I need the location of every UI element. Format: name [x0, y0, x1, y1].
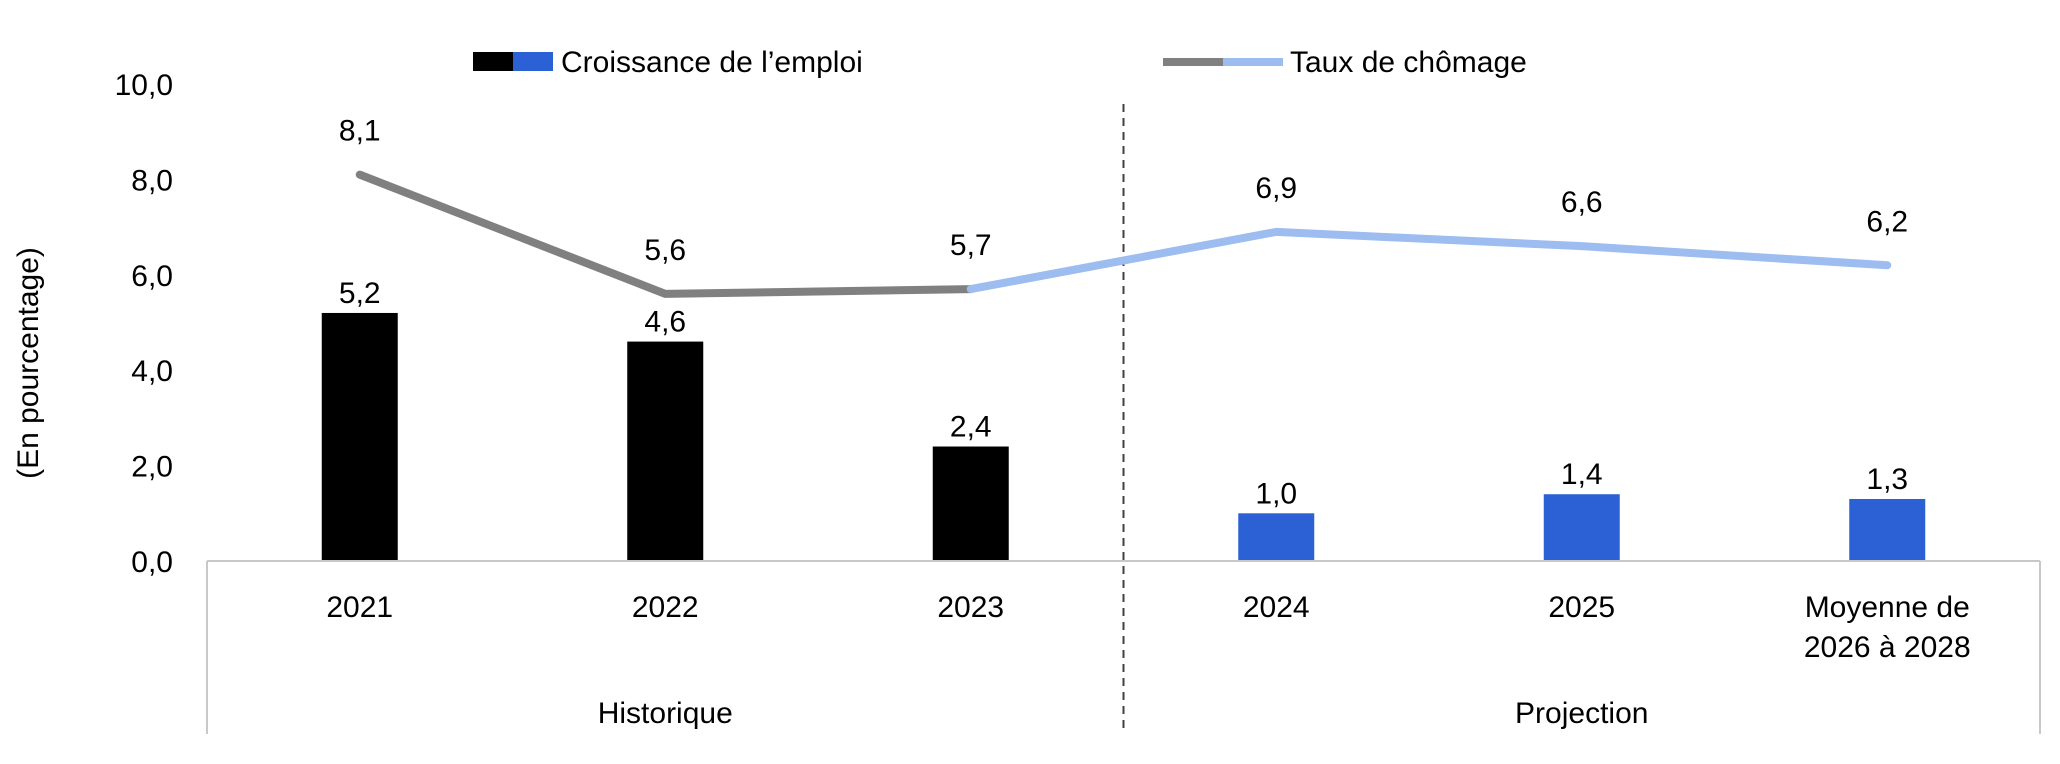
line-data-label: 6,9 — [1255, 172, 1297, 205]
bar — [321, 312, 398, 561]
x-tick-label: 2026 à 2028 — [1804, 631, 1971, 664]
unemployment-line-historique — [355, 170, 975, 298]
bar-data-labels: 5,2 4,6 2,4 1,0 1,4 1,3 — [339, 277, 1908, 510]
unemployment-line-projection — [966, 227, 1892, 294]
y-axis-ticks: 0,0 2,0 4,0 6,0 8,0 10,0 — [115, 69, 173, 579]
group-labels: Historique Projection — [598, 697, 1649, 730]
legend-bar-swatch-historique — [473, 52, 513, 71]
legend-label-employment-growth: Croissance de l’emploi — [561, 46, 863, 79]
bar-data-label: 1,3 — [1866, 463, 1908, 496]
bar — [1849, 498, 1926, 561]
x-tick-label: Moyenne de — [1805, 591, 1970, 624]
group-label: Projection — [1515, 697, 1648, 730]
y-tick-label: 6,0 — [131, 260, 173, 293]
bar-data-label: 4,6 — [644, 306, 686, 339]
bar — [1238, 513, 1315, 561]
bar — [627, 341, 704, 561]
x-tick-label: 2024 — [1243, 591, 1310, 624]
x-tick-label: 2021 — [326, 591, 393, 624]
line-data-label: 8,1 — [339, 115, 381, 148]
line-data-labels: 8,1 5,6 5,7 6,9 6,6 6,2 — [339, 115, 1908, 267]
x-tick-label: 2022 — [632, 591, 699, 624]
x-tick-label: 2025 — [1548, 591, 1615, 624]
legend-label-unemployment-rate: Taux de chômage — [1290, 46, 1527, 79]
y-tick-label: 0,0 — [131, 546, 173, 579]
bar — [1543, 494, 1620, 561]
line-data-label: 6,2 — [1866, 205, 1908, 238]
y-axis-title: (En pourcentage) — [12, 247, 45, 479]
bar-data-label: 2,4 — [950, 411, 992, 444]
bar-data-label: 5,2 — [339, 277, 381, 310]
line-data-label: 5,7 — [950, 229, 992, 262]
y-tick-label: 2,0 — [131, 451, 173, 484]
bars — [321, 312, 1926, 561]
unemployment-line — [355, 170, 1892, 298]
line-data-label: 5,6 — [644, 234, 686, 267]
x-axis-labels: 2021 2022 2023 2024 2025 Moyenne de 2026 à 202… — [326, 591, 1970, 664]
bar-data-label: 1,0 — [1255, 477, 1297, 510]
line-data-label: 6,6 — [1561, 186, 1603, 219]
group-label: Historique — [598, 697, 733, 730]
legend: Croissance de l’emploi Taux de chômage — [473, 46, 1527, 79]
legend-bar-swatch-projection — [513, 52, 553, 71]
bar-data-label: 1,4 — [1561, 458, 1603, 491]
axes — [206, 104, 2041, 734]
bar — [932, 446, 1009, 561]
y-tick-label: 10,0 — [115, 69, 173, 102]
y-tick-label: 4,0 — [131, 355, 173, 388]
y-tick-label: 8,0 — [131, 164, 173, 197]
x-tick-label: 2023 — [937, 591, 1004, 624]
